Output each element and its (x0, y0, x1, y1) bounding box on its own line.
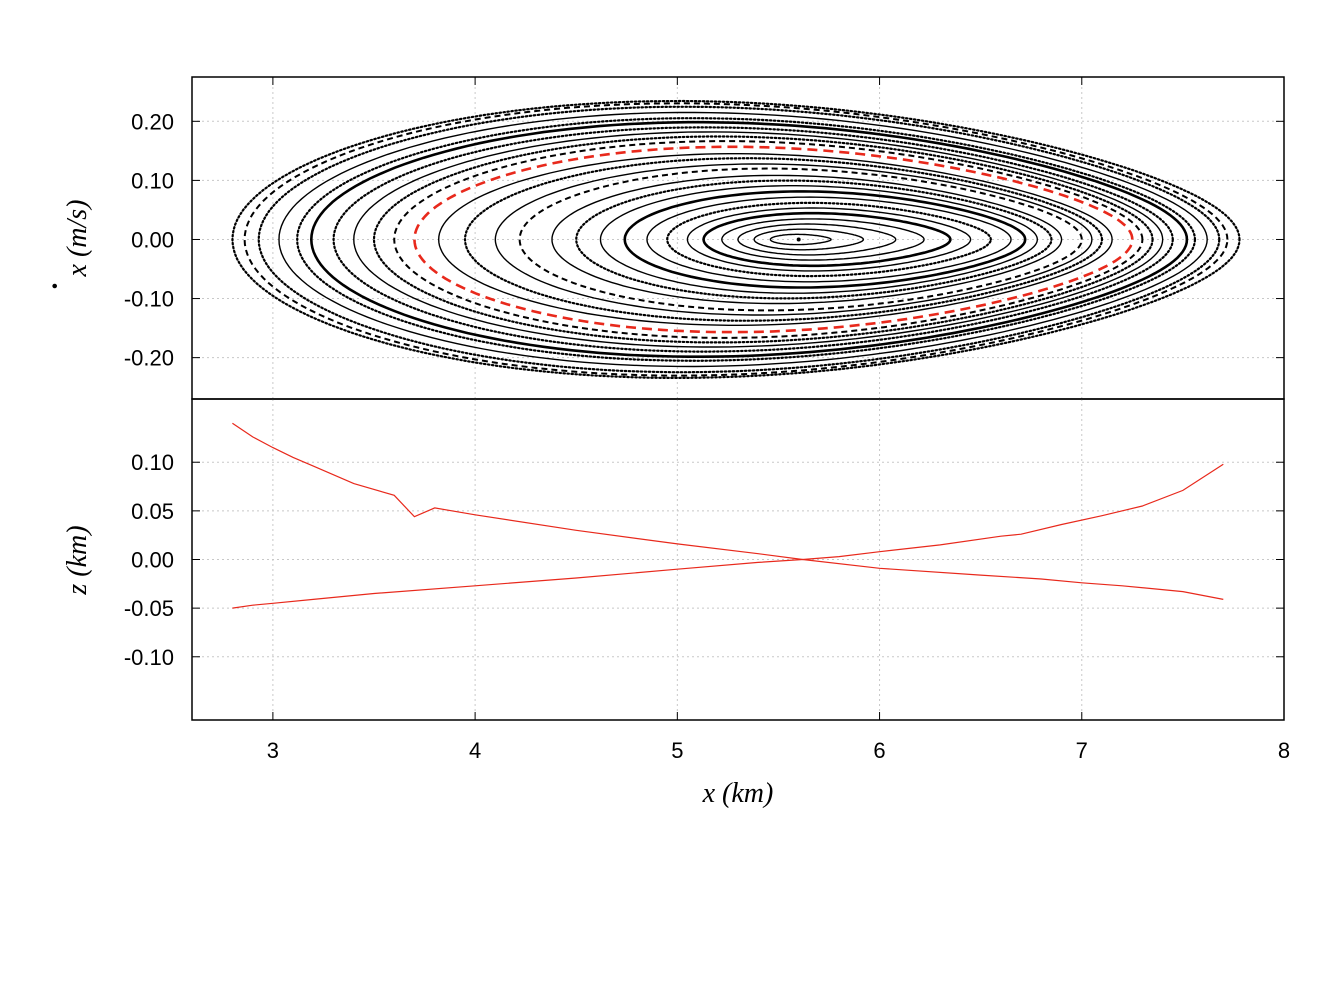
x-tick-label: 3 (267, 738, 279, 763)
phase-orbit (575, 179, 1053, 300)
z-series-line (232, 463, 1224, 609)
highlighted-orbit-path (413, 145, 1134, 334)
phase-orbit (353, 131, 1164, 348)
bottom-plot-frame (191, 398, 1285, 721)
bottom-y-tick-label: -0.05 (124, 596, 174, 621)
phase-portrait-panel: 0.20 0.10 0.00 -0.10 -0.20 x (m/s) · (40, 76, 1285, 400)
phase-orbit (721, 218, 925, 261)
phase-orbit (769, 233, 832, 246)
phase-orbit (599, 185, 1039, 294)
phase-orbit (243, 102, 1229, 377)
top-y-ticks: 0.20 0.10 0.00 -0.10 -0.20 (124, 77, 1285, 371)
top-y-tick-label: -0.10 (124, 287, 174, 312)
phase-orbit (231, 99, 1241, 379)
x-tick-label: 6 (873, 738, 885, 763)
highlighted-orbit (413, 145, 1134, 334)
phase-orbit (296, 117, 1197, 362)
y-axis-label-velocity: x (m/s) (62, 200, 93, 278)
phase-orbit (494, 163, 1093, 316)
phase-orbit (737, 223, 897, 256)
z-series-line (232, 422, 1224, 600)
z-series-lines (232, 422, 1224, 609)
y-axis-label-dot-accent: · (40, 281, 71, 290)
x-axis-label: x (km) (702, 778, 774, 809)
top-y-tick-label: -0.20 (124, 346, 174, 371)
bottom-y-ticks: 0.10 0.05 0.00 -0.05 -0.10 (124, 450, 1284, 670)
phase-orbit (666, 201, 992, 278)
phase-orbit (393, 140, 1144, 339)
phase-orbit (753, 228, 865, 251)
x-tick-label: 8 (1278, 738, 1290, 763)
phase-orbit (278, 111, 1208, 368)
top-y-tick-label: 0.10 (131, 168, 174, 193)
bottom-grid (192, 399, 1285, 720)
phase-orbit (623, 190, 1027, 289)
bottom-y-tick-label: 0.10 (131, 450, 174, 475)
x-tick-label: 4 (469, 738, 481, 763)
phase-orbit (463, 157, 1104, 322)
phase-orbit (686, 207, 972, 272)
x-ticks: 3 4 5 6 7 8 (267, 712, 1290, 763)
phase-orbit (332, 126, 1174, 353)
phase-orbit (702, 211, 952, 268)
bottom-y-tick-label: 0.05 (131, 499, 174, 524)
phase-orbit (309, 120, 1189, 358)
fixed-point-marker (796, 237, 801, 242)
z-profile-panel: 0.10 0.05 0.00 -0.05 -0.10 3 4 5 6 7 8 z (km) x (… (62, 398, 1290, 809)
bottom-y-tick-label: 0.00 (131, 548, 174, 573)
top-y-tick-label: 0.20 (131, 109, 174, 134)
top-y-tick-label: 0.00 (131, 227, 174, 252)
phase-orbit (518, 167, 1083, 312)
phase-orbit (372, 135, 1154, 344)
top-y-axis-label: x (m/s) · (40, 200, 93, 291)
phase-orbit (437, 153, 1113, 326)
x-tick-label: 5 (671, 738, 683, 763)
x-tick-label: 7 (1076, 738, 1088, 763)
y-axis-label-z: z (km) (62, 525, 93, 595)
phase-orbit (257, 105, 1221, 374)
phase-curves (231, 99, 1241, 379)
bottom-y-tick-label: -0.10 (124, 645, 174, 670)
phase-orbit (551, 174, 1063, 305)
phase-orbit (646, 196, 1012, 283)
